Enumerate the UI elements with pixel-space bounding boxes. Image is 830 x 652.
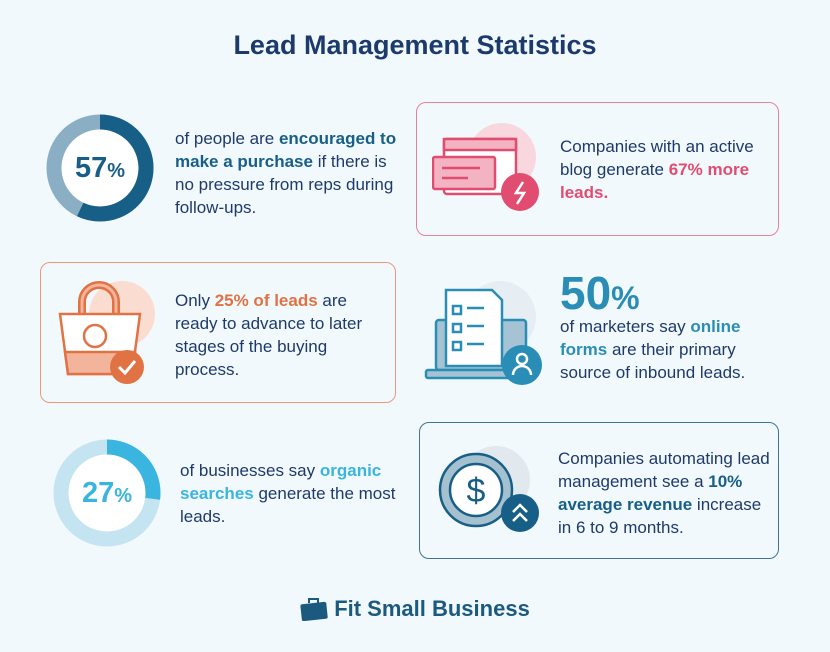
svg-text:$: $ — [467, 472, 486, 510]
brand-logo: Fit Small Business — [0, 596, 830, 622]
page-title: Lead Management Statistics — [233, 30, 597, 60]
donut-27 — [53, 439, 161, 547]
forms-stat-text: of marketers say online forms are their … — [560, 317, 746, 382]
blog-stat-text: Companies with an active blog generate 6… — [560, 137, 754, 202]
stat-27-text: of businesses say organic searches gener… — [180, 461, 396, 526]
leads-stat-text: Only 25% of leads are ready to advance t… — [175, 291, 363, 379]
browser-window-lightning-icon — [432, 123, 539, 211]
stat-27-value: 27% — [81, 477, 133, 509]
donut-57 — [46, 114, 154, 222]
revenue-stat-text: Companies automating lead management see… — [558, 449, 770, 537]
forms-stat-value: 50% — [560, 267, 640, 319]
stat-57-value: 57% — [74, 152, 126, 184]
stat-57-text: of people are encouraged to make a purch… — [175, 129, 397, 217]
laptop-form-user-icon — [424, 281, 542, 385]
dollar-coin-arrow-up-icon: $ — [438, 446, 539, 532]
shopping-bag-check-icon — [58, 281, 155, 384]
briefcase-icon — [300, 598, 328, 622]
